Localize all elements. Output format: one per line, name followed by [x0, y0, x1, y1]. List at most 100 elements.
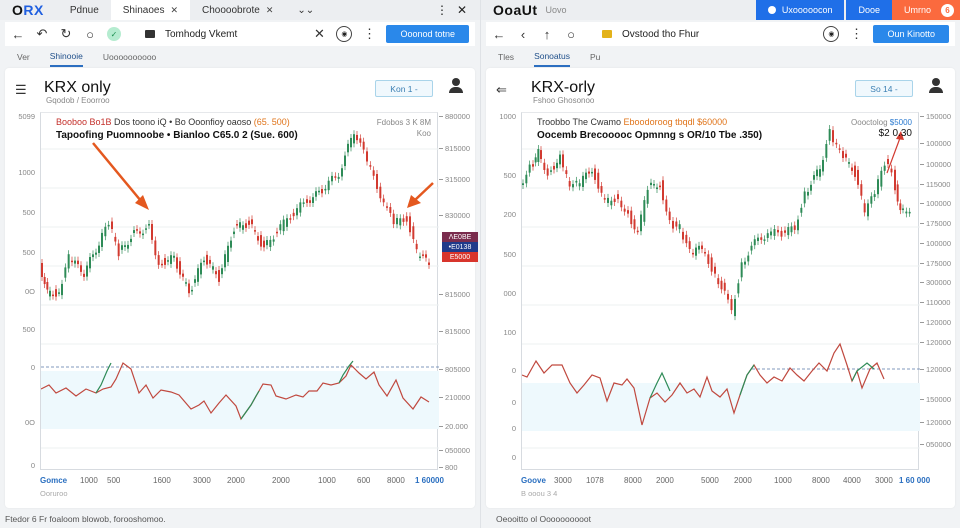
subtab-2[interactable]: Sonoatus — [534, 47, 570, 67]
home-icon[interactable]: ○ — [567, 26, 575, 42]
y-axis-left-label: 0O — [24, 418, 35, 427]
y-axis-right-label: 110000 — [919, 298, 951, 307]
legend-line-1: Booboo Bo1B Dos toono iQ • Bo Ooonfioy o… — [56, 117, 290, 127]
y-axis-left-label: 500 — [22, 208, 35, 217]
kebab-menu-icon[interactable]: ⋮ — [436, 3, 448, 17]
up-icon[interactable]: ↑ — [543, 26, 551, 42]
home-icon[interactable]: ○ — [86, 26, 94, 42]
y-axis-left-label: 500 — [22, 325, 35, 334]
app-subtitle: Uovo — [545, 5, 567, 15]
subtabs: Tles Sonoatus Pu — [486, 47, 955, 67]
y-axis-left-label: 0 — [30, 363, 35, 372]
y-axis-right-label: 300000 — [919, 278, 952, 287]
chart-plot-area[interactable]: Booboo Bo1B Dos toono iQ • Bo Ooonfioy o… — [40, 112, 439, 470]
profile-icon[interactable]: ◉ — [823, 26, 840, 42]
y-axis-left-label: 0 — [511, 453, 516, 462]
y-axis-left-label: 0O — [24, 287, 35, 296]
tab-1[interactable]: Pdnue — [69, 4, 99, 16]
subtab-1[interactable]: Ver — [17, 52, 30, 62]
price-tag: •E0138 — [442, 242, 478, 252]
candlestick-chart — [522, 125, 920, 449]
chart-plot-area[interactable]: Troobbo The Cwamo Eboodoroog tbqdl $6000… — [521, 112, 920, 470]
undo-icon[interactable]: ↶ — [36, 26, 48, 41]
user-icon[interactable] — [449, 78, 463, 94]
close-tab-icon[interactable]: ✕ — [265, 4, 274, 15]
x-axis-sublabel: Ooruroo — [40, 489, 68, 498]
back-icon[interactable]: ← — [492, 26, 506, 42]
legend-line-2: Tapoofing Puomnoobe • Bianloo C65.0 2 (S… — [56, 130, 298, 141]
y-axis-right-label: 120000 — [919, 418, 952, 427]
refresh-icon[interactable]: ↻ — [60, 26, 72, 41]
y-axis-left-label: 0 — [511, 398, 516, 407]
chart-subtitle: Fshoo Ghosonoo — [533, 96, 595, 105]
y-axis-right-label: 150000 — [919, 112, 952, 121]
page-icon — [602, 30, 612, 38]
legend-line-1: Troobbo The Cwamo Eboodoroog tbqdl $6000… — [537, 117, 728, 127]
y-axis-right-label: 100000 — [919, 199, 952, 208]
y-axis-left-label: 500 — [503, 171, 516, 180]
y-axis-right-label: 175000 — [919, 219, 952, 228]
range-dropdown[interactable]: Kon 1 - — [375, 80, 433, 97]
url-input[interactable]: Ovstood tho Fhur — [622, 28, 700, 40]
y-axis-right-label: 815000 — [438, 144, 471, 153]
chart-card: ⇐ KRX-orly Fshoo Ghosonoo So 14 - 1000 5… — [486, 68, 955, 508]
tab-strip: ORX Pdnue Shinaoes ✕ Choooobrote ✕ ⌄⌄ ⋮ ✕ — [0, 0, 480, 20]
y-axis-left-label: 000 — [503, 289, 516, 298]
x-axis: Gomce 1000 500 1600 3000 2000 2000 1000 … — [40, 476, 444, 485]
back-icon[interactable]: ← — [11, 26, 25, 42]
more-icon[interactable]: ⋮ — [362, 26, 376, 41]
hamburger-menu-icon[interactable]: ☰ — [15, 82, 27, 97]
y-axis-right-label: 20.000 — [439, 422, 468, 431]
tab-overflow-icon[interactable]: ⌄⌄ — [297, 4, 315, 16]
more-icon[interactable]: ⋮ — [849, 26, 863, 41]
price-tag: ΛE0BE — [442, 232, 478, 242]
right-window: OoaUt Uovo Uxooooocon Dooe Umrno 6 ← ‹ ↑ … — [480, 0, 960, 528]
subtab-1[interactable]: Tles — [498, 52, 515, 62]
y-axis-right-label: 805000 — [438, 365, 471, 374]
y-axis-left-label: 5099 — [18, 112, 35, 121]
address-bar: ← ↶ ↻ ○ ✓ Tomhodg Vkemt ✕ ◉ ⋮ Ooonod tot… — [5, 22, 475, 46]
subtab-3[interactable]: Uoooooooooo — [102, 52, 157, 62]
chevron-left-icon[interactable]: ‹ — [520, 26, 526, 42]
y-axis-right-label: 120000 — [919, 318, 952, 327]
profile-icon[interactable]: ◉ — [336, 26, 353, 42]
range-dropdown[interactable]: So 14 - — [855, 80, 913, 97]
dot-icon — [767, 6, 776, 14]
url-input[interactable]: Tomhodg Vkemt — [165, 28, 238, 40]
clear-url-icon[interactable]: ✕ — [314, 26, 325, 41]
y-axis-right-label: 120000 — [919, 338, 952, 347]
price-tag: E5000 — [442, 252, 478, 262]
y-axis-right-label: 120000 — [919, 365, 952, 374]
y-axis-right-label: 815000 — [438, 290, 471, 299]
header-alert-button[interactable]: Umrno 6 — [891, 0, 960, 20]
header-action-button-1[interactable]: Uxooooocon — [755, 0, 845, 20]
y-axis-right-label: 050000 — [438, 446, 471, 455]
app-logo: ORX — [12, 2, 44, 18]
y-axis-right-label: 100000 — [919, 139, 952, 148]
primary-action-button[interactable]: Oun Kinotto — [873, 25, 949, 43]
y-axis-left-label: 0 — [511, 424, 516, 433]
subtab-3[interactable]: Pu — [589, 52, 601, 62]
back-arrow-icon[interactable]: ⇐ — [496, 82, 507, 97]
close-window-icon[interactable]: ✕ — [456, 3, 468, 17]
primary-action-button[interactable]: Ooonod totne — [386, 25, 469, 43]
candlestick-chart — [41, 130, 439, 449]
y-axis-right-label: 815000 — [438, 327, 471, 336]
close-tab-icon[interactable]: ✕ — [170, 4, 179, 15]
y-axis-right-label: 315000 — [438, 175, 471, 184]
y-axis-left-label: 0 — [511, 366, 516, 375]
subtabs: Ver Shinooie Uoooooooooo — [5, 47, 475, 67]
tab-3[interactable]: Choooobrote ✕ — [202, 4, 274, 16]
y-axis-right-label: 800 — [439, 463, 458, 472]
badge-count: 6 — [941, 3, 954, 17]
user-icon[interactable] — [929, 78, 943, 94]
app-title: OoaUt — [493, 2, 538, 18]
tab-2[interactable]: Shinaoes ✕ — [110, 0, 191, 20]
header-action-button-2[interactable]: Dooe — [846, 0, 892, 20]
y-axis-left-label: 1000 — [499, 112, 516, 121]
chart-title: KRX-orly — [531, 79, 596, 96]
y-axis-right-label: 210000 — [438, 393, 471, 402]
subtab-2[interactable]: Shinooie — [49, 47, 83, 67]
y-axis-right-label: 830000 — [438, 211, 471, 220]
chart-subtitle: Gqodob / Eoorroo — [46, 96, 110, 105]
